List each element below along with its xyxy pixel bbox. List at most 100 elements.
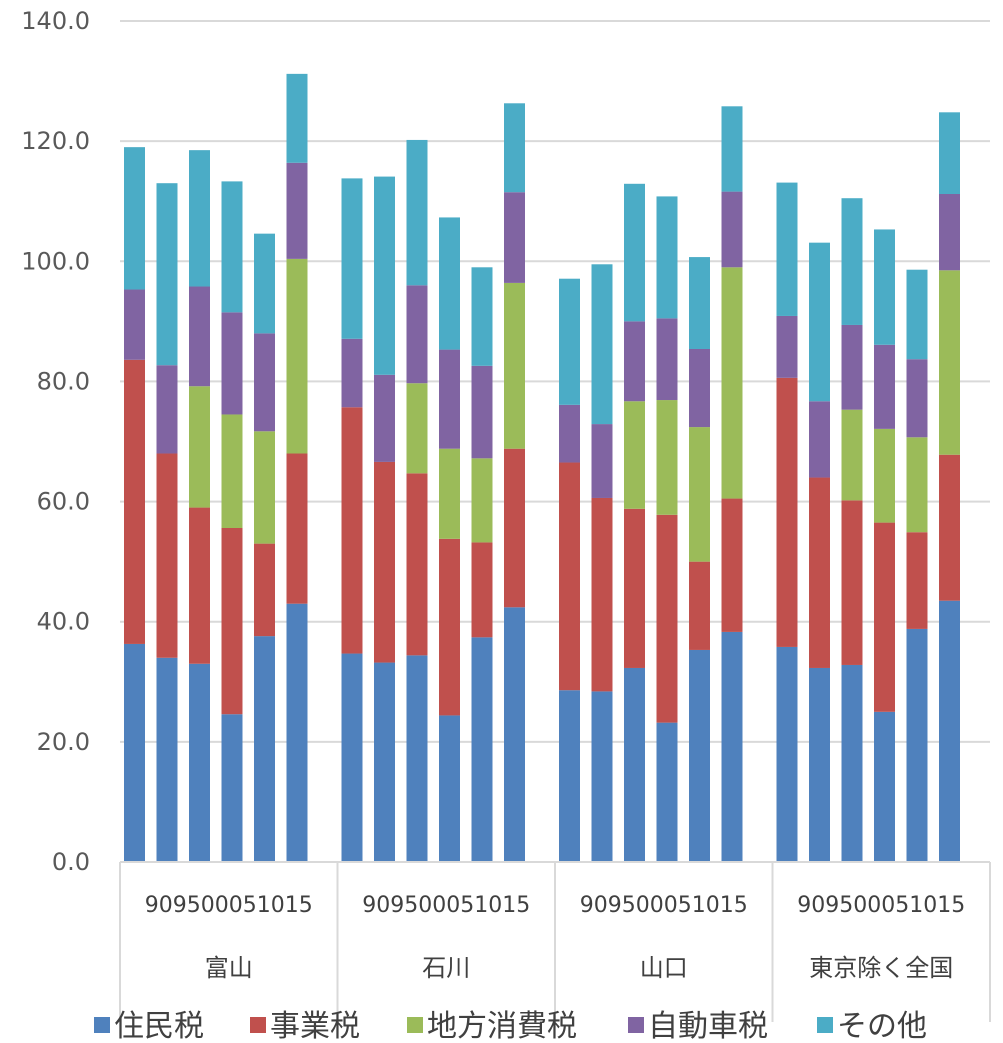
bar-segment-4 — [874, 344, 895, 429]
bar-segment-5 — [471, 267, 493, 366]
bar-segment-3 — [254, 431, 275, 544]
bar-segment-3 — [406, 383, 428, 474]
bar-segment-5 — [721, 106, 743, 192]
bar-segment-3 — [624, 401, 645, 509]
bar-segment-1 — [689, 649, 710, 862]
bar-segment-1 — [841, 664, 863, 862]
bar-segment-3 — [874, 428, 895, 523]
bar-segment-3 — [504, 282, 525, 449]
x-category-label: 石川 — [422, 954, 470, 982]
bar-segment-4 — [841, 324, 863, 410]
bar-segment-3 — [721, 267, 743, 499]
legend-swatch — [817, 1017, 833, 1033]
bar-segment-4 — [591, 424, 613, 498]
bar-segment-2 — [809, 477, 830, 668]
bar-segment-3 — [939, 270, 960, 455]
bar-segment-1 — [721, 631, 743, 862]
bar-segment-4 — [689, 348, 710, 428]
bar-segment-5 — [439, 217, 460, 350]
y-tick-label: 140.0 — [21, 7, 90, 35]
legend-item: 地方消費税 — [407, 1009, 577, 1043]
y-tick-label: 80.0 — [37, 367, 90, 395]
x-axis: 909500051015 富山 909500051015 石川 909500051015… — [119, 861, 991, 1022]
bar-segment-5 — [591, 264, 613, 425]
bar-segment-5 — [624, 183, 645, 322]
y-tick-label: 100.0 — [21, 247, 90, 275]
bar-segment-4 — [439, 349, 460, 449]
bar-segment-4 — [286, 162, 308, 259]
bar-segment-2 — [689, 561, 710, 650]
bar-segment-2 — [721, 498, 743, 632]
legend-label: 自動車税 — [648, 1009, 768, 1043]
legend-item: 住民税 — [94, 1009, 204, 1043]
bar-segment-2 — [624, 508, 645, 668]
bar-segment-5 — [841, 198, 863, 325]
bar-segment-2 — [776, 377, 798, 647]
bar-segment-1 — [504, 607, 525, 862]
bar-segment-4 — [559, 404, 580, 463]
bar-segment-5 — [874, 229, 895, 345]
bar-segment-4 — [906, 359, 928, 438]
bar-segment-2 — [221, 528, 243, 715]
bar-segment-4 — [939, 194, 960, 271]
bar-segment-4 — [374, 374, 395, 462]
bar-segment-1 — [254, 636, 275, 862]
bar-segment-2 — [906, 532, 928, 629]
bar-segment-2 — [591, 497, 613, 692]
bar-segment-1 — [776, 646, 798, 862]
x-tick-label: 909500051015 — [362, 893, 530, 918]
bar-segment-1 — [439, 715, 460, 862]
bar-segment-1 — [471, 637, 493, 862]
bar-segment-5 — [939, 112, 960, 195]
bar-segment-1 — [559, 690, 580, 862]
bar-segment-2 — [439, 538, 460, 716]
bar-segment-2 — [286, 453, 308, 604]
bar-segment-4 — [721, 191, 743, 268]
legend: 住民税 事業税 地方消費税 自動車税 その他 — [94, 1009, 927, 1043]
bar-segment-3 — [689, 427, 710, 562]
bar-segment-4 — [156, 365, 178, 454]
legend-swatch — [250, 1017, 266, 1033]
bar-segment-1 — [189, 663, 210, 862]
legend-label: 地方消費税 — [427, 1009, 577, 1043]
y-tick-label: 0.0 — [52, 848, 90, 876]
legend-swatch — [407, 1017, 423, 1033]
bar-segment-5 — [559, 278, 580, 405]
bar-segment-5 — [221, 181, 243, 313]
bar-segment-5 — [656, 196, 678, 319]
bar-segment-5 — [406, 139, 428, 286]
bar-segment-1 — [341, 653, 363, 862]
bar-segment-1 — [809, 667, 830, 862]
bar-segment-2 — [471, 542, 493, 638]
bar-segment-1 — [406, 655, 428, 862]
bar-segment-1 — [874, 711, 895, 862]
bar-segment-1 — [156, 657, 178, 862]
x-tick-label: 909500051015 — [580, 893, 748, 918]
bar-segment-4 — [624, 321, 645, 402]
bar-segment-2 — [374, 461, 395, 663]
bar-segment-4 — [406, 285, 428, 384]
bar-segment-5 — [124, 147, 145, 290]
bar-segment-2 — [124, 359, 145, 644]
bar-segment-2 — [656, 514, 678, 723]
bar-segment-5 — [809, 242, 830, 402]
bar-segment-2 — [874, 522, 895, 712]
bar-segment-2 — [406, 473, 428, 656]
bar-segment-1 — [221, 714, 243, 862]
bar-segment-3 — [221, 414, 243, 529]
x-tick-label: 909500051015 — [797, 893, 965, 918]
bar-segment-2 — [156, 453, 178, 658]
bar-segment-3 — [841, 409, 863, 501]
x-category-label: 山口 — [640, 954, 688, 982]
bar-segment-1 — [591, 691, 613, 862]
bar-segment-2 — [254, 543, 275, 637]
bar-segment-4 — [221, 312, 243, 415]
legend-item: 事業税 — [250, 1009, 360, 1043]
bar-segment-5 — [374, 176, 395, 375]
bar-segment-5 — [776, 182, 798, 316]
bar-segment-1 — [906, 628, 928, 862]
bar-segment-5 — [906, 269, 928, 360]
bar-segment-4 — [504, 192, 525, 283]
y-tick-label: 40.0 — [37, 608, 90, 636]
